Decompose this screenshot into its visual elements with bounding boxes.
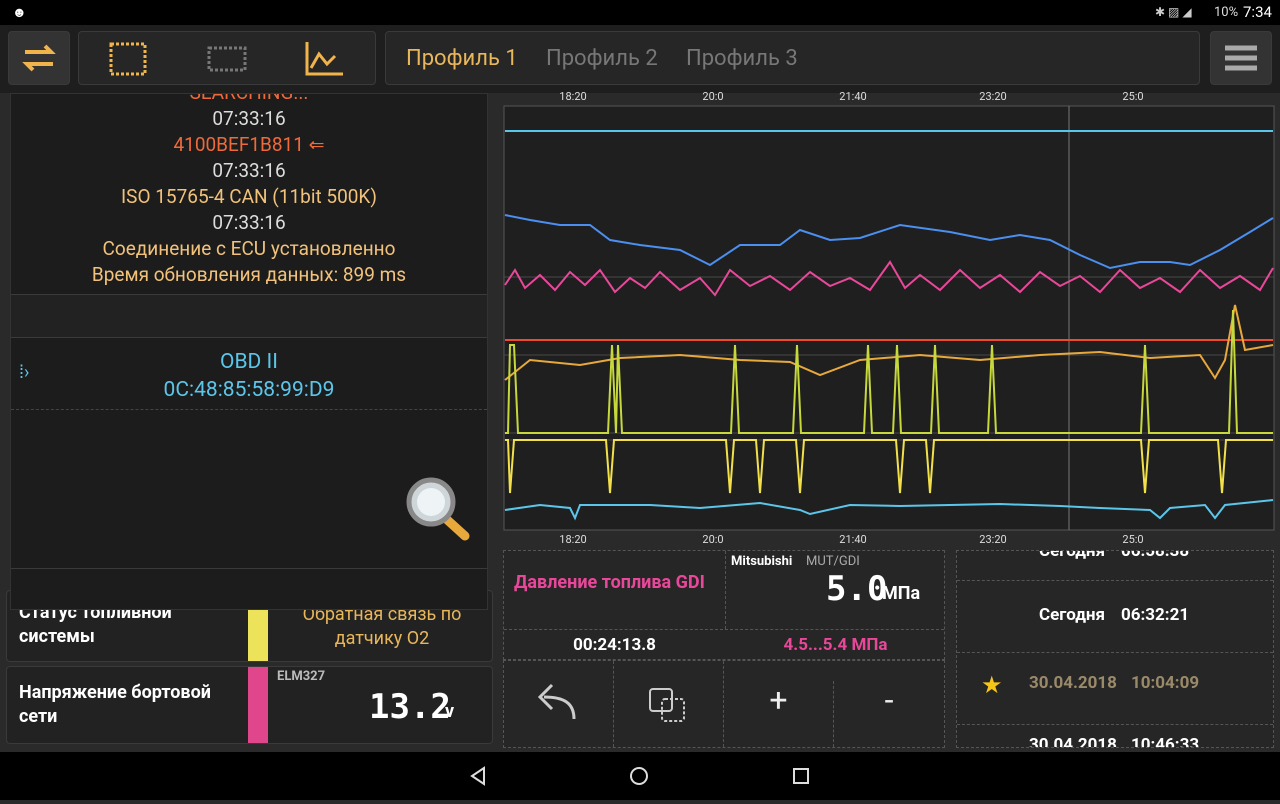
sensor-title: Давление топлива GDI — [514, 572, 705, 593]
trace — [505, 309, 1273, 434]
voltage-widget[interactable]: Напряжение бортовой сети ELM327 13.2 V — [6, 666, 493, 744]
recents[interactable] — [793, 768, 809, 784]
session-date: 30.04.2018 — [1029, 735, 1117, 748]
app-icon: ☻ — [12, 5, 27, 21]
menu-button[interactable] — [1210, 31, 1272, 85]
time-label: 23:20 — [979, 533, 1006, 546]
sensor-widget[interactable]: Давление топлива GDI Mitsubishi MUT/GDI … — [503, 550, 945, 660]
profile-tab[interactable]: Профиль 3 — [686, 46, 798, 71]
mode-tabs — [78, 31, 376, 85]
session-time: 10:04:09 — [1131, 673, 1200, 693]
status-bar: ☻ ✱ ▨ ◢ 10% 7:34 — [0, 0, 1280, 25]
log-line: Время обновления данных: 899 ms — [91, 263, 407, 286]
trace — [505, 439, 1273, 494]
clock: 7:34 — [1243, 3, 1272, 21]
menu-icon — [1225, 45, 1257, 71]
home[interactable] — [630, 767, 648, 785]
time-label: 23:20 — [979, 90, 1006, 103]
back-icon — [537, 683, 576, 720]
log-line: 07:33:16 — [212, 159, 286, 182]
time-label: 21:40 — [839, 90, 866, 103]
star-icon: ★ — [981, 671, 1003, 699]
separator — [11, 294, 487, 338]
session[interactable]: 30.04.2018 10:46:33 — [957, 725, 1273, 748]
log-line: 4100BEF1B811 ⇐ — [173, 133, 325, 156]
sessions-list: Сегодня 06:58:38 Сегодня 06:32:21 ★ 30.04.2… — [956, 550, 1274, 748]
sensor-unit: МПа — [882, 583, 921, 604]
session-date: Сегодня — [1039, 550, 1106, 561]
status-icons: ✱ ▨ ◢ — [1155, 5, 1192, 19]
mode-icons — [109, 42, 343, 76]
time-label: 21:40 — [839, 533, 866, 546]
nav-icons — [470, 766, 809, 786]
time-label: 20:0 — [702, 533, 723, 546]
sensor-protocol: MUT/GDI — [806, 554, 860, 569]
session[interactable]: Сегодня 06:58:38 — [957, 550, 1273, 581]
log-line: Соединение с ECU установленно — [102, 237, 396, 260]
trace — [504, 304, 1274, 381]
trace — [504, 260, 1274, 297]
sensor-range: 4.5...5.4 МПа — [783, 635, 888, 655]
session[interactable]: Сегодня 06:32:21 — [957, 581, 1273, 653]
log: SEARCHING... 07:33:16 4100BEF1B811 ⇐ 07:… — [11, 94, 487, 288]
trace — [504, 214, 1274, 270]
session-time: 06:58:38 — [1121, 550, 1190, 561]
toolbar: Профиль 1 Профиль 2 Профиль 3 — [0, 25, 1280, 93]
time-label: 20:0 — [702, 90, 723, 103]
profile-tab[interactable]: Профиль 2 — [546, 46, 658, 71]
plus-button[interactable]: + — [724, 681, 834, 747]
minus-button[interactable]: - — [884, 681, 894, 719]
widget-value: Обратная связь по датчику O2 — [302, 604, 462, 649]
copy-button[interactable] — [614, 661, 724, 747]
widget-source: ELM327 — [277, 669, 326, 684]
search-button[interactable] — [401, 474, 473, 546]
log-line: SEARCHING... — [11, 94, 487, 106]
device-address: 0C:48:85:58:99:D9 — [163, 378, 335, 402]
profile-tab[interactable]: Профиль 1 — [406, 46, 518, 71]
nav-bar — [0, 752, 1280, 800]
widget-title: Напряжение бортовой сети — [19, 682, 211, 727]
time-label: 25:0 — [1122, 90, 1143, 103]
session-date: 30.04.2018 — [1029, 673, 1117, 693]
graph[interactable]: 18:20 18:20 20:0 20:0 21:40 21:40 23:20 23:20 25… — [500, 88, 1278, 548]
session[interactable]: ★ 30.04.2018 10:04:09 — [957, 653, 1273, 725]
controls: + - — [503, 660, 945, 748]
session-date: Сегодня — [1039, 605, 1106, 625]
trace — [504, 499, 1274, 521]
divider — [504, 629, 944, 630]
connect-button[interactable] — [8, 31, 70, 85]
log-line: 07:33:16 — [212, 107, 286, 130]
sensor-source: Mitsubishi — [731, 554, 793, 569]
bluetooth-icon: ⁞› — [19, 362, 30, 383]
log-line: ISO 15765-4 CAN (11bit 500K) — [121, 185, 377, 208]
time-label: 25:0 — [1122, 533, 1143, 546]
copy-icon — [649, 688, 685, 722]
time-label: 18:20 — [559, 533, 586, 546]
session-time: 06:32:21 — [1121, 605, 1190, 625]
back-button[interactable] — [504, 661, 614, 747]
log-line: 07:33:16 — [212, 211, 286, 234]
back[interactable] — [470, 766, 485, 786]
battery: 10% — [1214, 5, 1239, 20]
time-label: 18:20 — [559, 90, 586, 103]
profile-tabs: Профиль 1 Профиль 2 Профиль 3 — [385, 31, 1200, 85]
widget-value: 13.2 — [369, 687, 451, 727]
widget-unit: V — [445, 701, 455, 722]
sensor-elapsed: 00:24:13.8 — [573, 635, 656, 655]
widget-color — [248, 667, 268, 743]
device-name: OBD II — [220, 350, 278, 374]
swap-icon — [22, 44, 56, 72]
separator — [11, 568, 487, 569]
connection-panel: SEARCHING... 07:33:16 4100BEF1B811 ⇐ 07:… — [10, 93, 488, 610]
sensor-value: 5.0 — [826, 569, 888, 609]
device-item[interactable]: ⁞› OBD II 0C:48:85:58:99:D9 — [11, 338, 487, 410]
session-time: 10:46:33 — [1131, 735, 1200, 748]
divider — [725, 551, 726, 629]
